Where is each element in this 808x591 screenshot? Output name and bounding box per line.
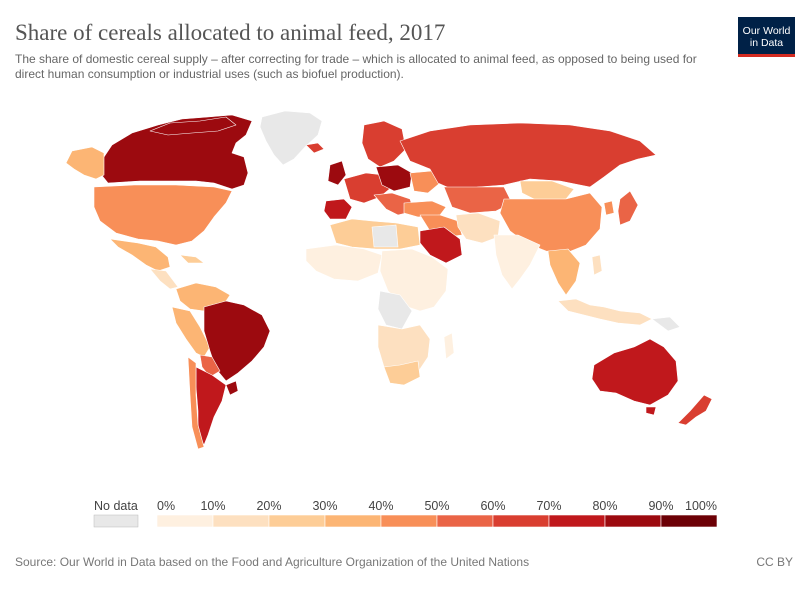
legend-tick-label: 100% [685, 499, 717, 513]
region-canada[interactable] [99, 114, 253, 190]
region-png[interactable] [651, 316, 681, 332]
legend-bin-6 [492, 514, 550, 528]
legend-bin-5 [436, 514, 494, 528]
region-australia[interactable] [591, 338, 679, 406]
region-west-africa[interactable] [305, 244, 383, 282]
region-china[interactable] [499, 192, 603, 254]
region-uruguay[interactable] [225, 380, 239, 396]
legend-tick-label: 30% [312, 499, 337, 513]
legend-ticks: 0% 10% 20% 30% 40% 50% 60% 70% 80% 90% 100% [157, 499, 717, 513]
region-paraguay[interactable] [199, 354, 221, 378]
region-iceland[interactable] [305, 142, 325, 154]
region-central-europe[interactable] [375, 164, 413, 192]
legend-bin-9 [660, 514, 718, 528]
region-mexico[interactable] [109, 238, 171, 272]
region-russia[interactable] [399, 122, 657, 192]
region-argentina[interactable] [195, 366, 227, 446]
region-south-africa[interactable] [383, 360, 421, 386]
legend-bin-0 [156, 514, 214, 528]
region-iran-pakistan[interactable] [455, 212, 501, 244]
region-arctic-islands[interactable] [149, 116, 237, 136]
region-chile[interactable] [187, 356, 205, 450]
legend-tick-label: 80% [592, 499, 617, 513]
world-map[interactable] [0, 95, 808, 490]
source-note: Source: Our World in Data based on the F… [15, 555, 530, 569]
region-uk-ireland[interactable] [327, 160, 347, 186]
region-alaska[interactable] [65, 146, 105, 180]
logo-line-2: in Data [749, 37, 784, 49]
legend-bin-4 [380, 514, 438, 528]
region-saudi-arabia[interactable] [419, 226, 463, 264]
region-central-america[interactable] [149, 268, 179, 290]
legend-bin-3 [324, 514, 382, 528]
legend-tick-label: 40% [368, 499, 393, 513]
license-link[interactable]: CC BY [756, 555, 793, 569]
region-korea[interactable] [603, 200, 615, 216]
region-southeast-asia[interactable] [547, 248, 581, 296]
region-libya[interactable] [371, 224, 399, 248]
region-greenland[interactable] [259, 110, 323, 166]
legend-bin-2 [268, 514, 326, 528]
owid-logo[interactable]: Our World in Data [738, 17, 795, 57]
region-usa[interactable] [93, 184, 233, 246]
legend-bin-1 [212, 514, 270, 528]
region-madagascar[interactable] [443, 332, 455, 360]
chart-title: Share of cereals allocated to animal fee… [15, 20, 446, 45]
region-scandinavia[interactable] [361, 120, 407, 168]
legend-bin-7 [548, 514, 606, 528]
legend-tick-label: 90% [648, 499, 673, 513]
region-india[interactable] [493, 234, 541, 290]
color-legend: No data 0% 10% 20% 30% 40% 50% 60% 70% 80% 90% 100… [93, 499, 718, 528]
legend-tick-label: 60% [480, 499, 505, 513]
legend-tick-label: 70% [536, 499, 561, 513]
region-tasmania[interactable] [645, 406, 657, 416]
legend-bin-8 [604, 514, 662, 528]
legend-bins [156, 514, 718, 528]
region-ukraine[interactable] [409, 170, 441, 194]
logo-line-1: Our World [742, 25, 791, 37]
region-japan[interactable] [617, 190, 639, 226]
legend-tick-label: 10% [200, 499, 225, 513]
legend-no-data-swatch [93, 514, 139, 528]
region-new-zealand[interactable] [677, 394, 713, 426]
region-philippines[interactable] [591, 254, 603, 276]
region-indonesia[interactable] [557, 298, 653, 326]
legend-tick-label: 0% [157, 499, 175, 513]
region-iberia[interactable] [323, 198, 353, 220]
legend-tick-label: 50% [424, 499, 449, 513]
chart-subtitle: The share of domestic cereal supply – af… [15, 52, 697, 81]
region-brazil[interactable] [203, 300, 271, 382]
region-turkey[interactable] [403, 200, 447, 218]
region-mongolia[interactable] [519, 180, 575, 202]
region-caribbean[interactable] [179, 254, 205, 264]
legend-no-data-label: No data [94, 499, 138, 513]
legend-tick-label: 20% [256, 499, 281, 513]
